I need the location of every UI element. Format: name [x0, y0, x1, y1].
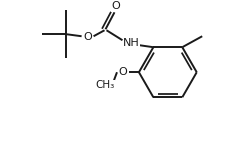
- Text: O: O: [111, 1, 119, 11]
- Text: O: O: [83, 32, 92, 42]
- Text: CH₃: CH₃: [95, 80, 114, 90]
- Text: NH: NH: [123, 38, 139, 48]
- Text: O: O: [118, 67, 127, 77]
